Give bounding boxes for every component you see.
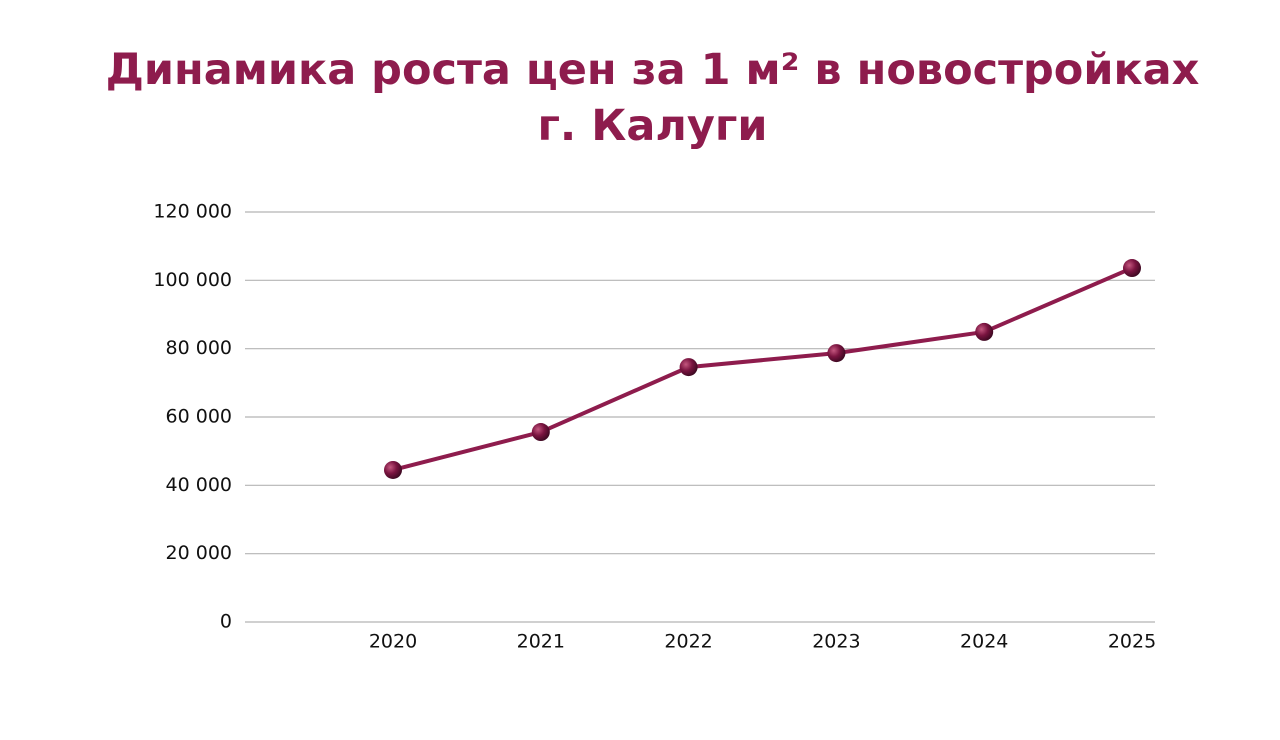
y-tick-label: 0 xyxy=(220,611,232,633)
y-tick-label: 40 000 xyxy=(166,474,232,496)
chart-title: Динамика роста цен за 1 м² в новостройка… xyxy=(105,45,1200,151)
point xyxy=(531,423,550,442)
point xyxy=(975,322,994,341)
point xyxy=(827,344,846,363)
x-tick-label: 2020 xyxy=(369,631,417,653)
point xyxy=(384,460,402,479)
line xyxy=(392,266,1133,472)
point xyxy=(1123,259,1141,278)
x-tick-label: 2025 xyxy=(1108,631,1156,653)
y-tick-label: 60 000 xyxy=(166,406,232,428)
y-tick-label: 80 000 xyxy=(166,337,232,359)
point xyxy=(679,358,698,377)
x-tick-label: 2023 xyxy=(812,631,860,653)
y-tick-label: 120 000 xyxy=(153,201,232,223)
y-tick-label: 20 000 xyxy=(166,542,232,564)
x-tick-label: 2022 xyxy=(664,631,712,653)
x-tick-label: 2021 xyxy=(517,631,565,653)
x-tick-label: 2024 xyxy=(960,631,1008,653)
y-tick-label: 100 000 xyxy=(153,269,232,291)
